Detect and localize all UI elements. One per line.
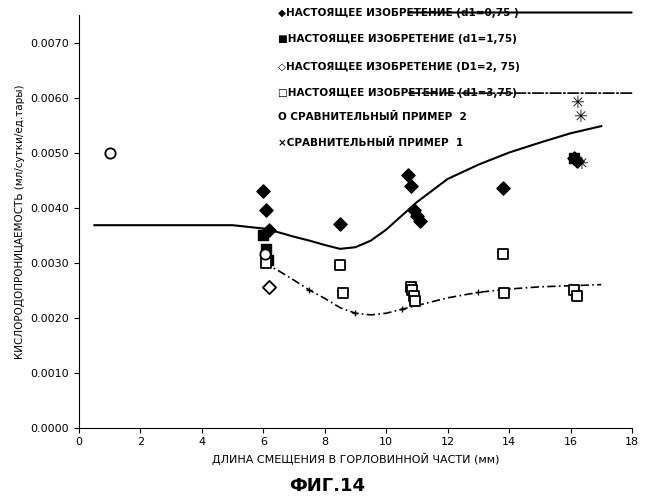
Point xyxy=(498,250,508,258)
Point xyxy=(338,289,349,297)
Point xyxy=(405,284,416,292)
Text: ◇НАСТОЯЩЕЕ ИЗОБРЕТЕНИЕ (D1=2, 75): ◇НАСТОЯЩЕЕ ИЗОБРЕТЕНИЕ (D1=2, 75) xyxy=(278,62,520,72)
Text: ✳: ✳ xyxy=(574,154,588,172)
Point xyxy=(261,258,271,266)
Point xyxy=(105,148,115,156)
Text: O СРАВНИТЕЛЬНЫЙ ПРИМЕР  2: O СРАВНИТЕЛЬНЫЙ ПРИМЕР 2 xyxy=(278,112,467,122)
Point xyxy=(572,292,582,300)
Text: ✳: ✳ xyxy=(570,94,583,112)
Point xyxy=(572,157,582,165)
Point xyxy=(260,250,270,258)
Point xyxy=(263,256,273,264)
Text: ФИГ.14: ФИГ.14 xyxy=(289,477,365,495)
Point xyxy=(405,182,416,190)
Point xyxy=(412,212,422,220)
Text: ×СРАВНИТЕЛЬНЫЙ ПРИМЕР  1: ×СРАВНИТЕЛЬНЫЙ ПРИМЕР 1 xyxy=(278,138,463,147)
Point xyxy=(258,231,269,239)
Point xyxy=(568,286,579,294)
Point xyxy=(568,154,579,162)
Point xyxy=(415,218,425,226)
Point xyxy=(409,206,419,214)
Point xyxy=(335,262,345,270)
Point xyxy=(264,284,275,292)
Point xyxy=(410,297,421,305)
Point xyxy=(335,220,345,228)
Point xyxy=(261,245,271,253)
Text: ✳: ✳ xyxy=(573,108,587,126)
Point xyxy=(409,292,419,300)
Point xyxy=(258,187,269,195)
Point xyxy=(407,286,417,294)
Point xyxy=(568,154,579,162)
Point xyxy=(402,170,413,178)
Point xyxy=(499,289,509,297)
Text: ◆НАСТОЯЩЕЕ ИЗОБРЕТЕНИЕ (d1=0,75 ): ◆НАСТОЯЩЕЕ ИЗОБРЕТЕНИЕ (d1=0,75 ) xyxy=(278,8,519,18)
Point xyxy=(261,206,271,214)
X-axis label: ДЛИНА СМЕЩЕНИЯ В ГОРЛОВИННОЙ ЧАСТИ (мм): ДЛИНА СМЕЩЕНИЯ В ГОРЛОВИННОЙ ЧАСТИ (мм) xyxy=(212,453,499,465)
Text: ■НАСТОЯЩЕЕ ИЗОБРЕТЕНИЕ (d1=1,75): ■НАСТОЯЩЕЕ ИЗОБРЕТЕНИЕ (d1=1,75) xyxy=(278,34,517,43)
Point xyxy=(264,226,275,234)
Y-axis label: КИСЛОРОДОПРОНИЦАЕМОСТЬ (мл/сутки/ед.тары): КИСЛОРОДОПРОНИЦАЕМОСТЬ (мл/сутки/ед.тары… xyxy=(15,84,25,358)
Point xyxy=(498,184,508,192)
Text: □НАСТОЯЩЕЕ ИЗОБРЕТЕНИЕ (d1=3,75): □НАСТОЯЩЕЕ ИЗОБРЕТЕНИЕ (d1=3,75) xyxy=(278,88,517,98)
